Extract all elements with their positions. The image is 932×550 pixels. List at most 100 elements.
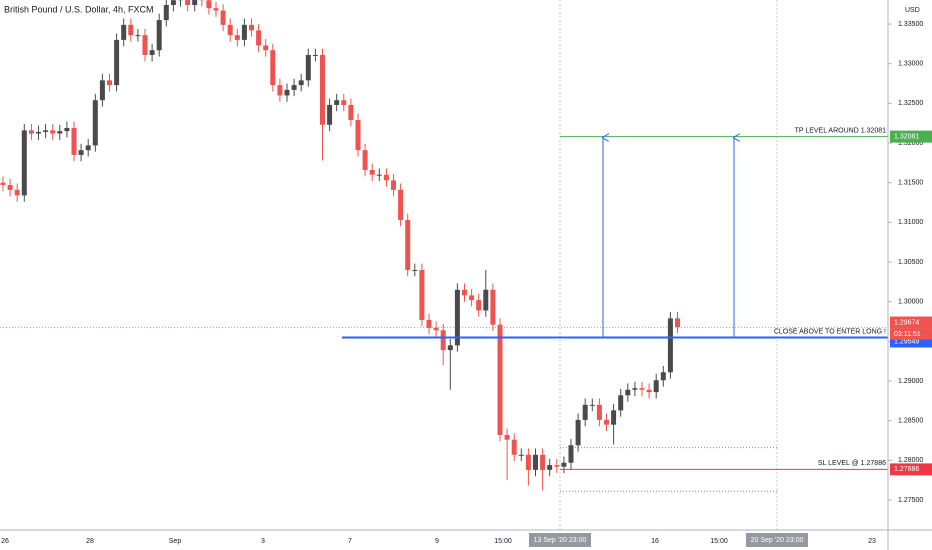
price-tag-label: 1.32081 [894,133,919,140]
candle-body [192,0,198,5]
candle-body [646,389,652,393]
candle-body [57,131,63,134]
candle-body [21,130,27,196]
candle-body [291,85,297,90]
plot-area [0,0,888,530]
candle-body [561,462,567,467]
candle-body [618,395,624,411]
candle-body [107,80,112,86]
candle-body [412,269,418,271]
x-tick-label: Sep [169,538,182,545]
price-tag-label: 1.27886 [894,466,919,473]
x-tick-label: 15:00 [494,538,512,545]
price-tag-label: 1.29549 [894,338,919,345]
candle-body [433,327,439,331]
candle-body [391,180,396,190]
candle-body [71,127,77,155]
level-label: CLOSE ABOVE TO ENTER LONG ! [774,328,886,335]
candle-body [518,454,524,456]
y-tick-label: 1.30000 [898,299,923,306]
y-tick-label: 1.33000 [898,61,923,68]
candle-body [568,445,574,463]
candle-body [667,318,673,373]
x-tick-label: 28 [86,538,94,545]
x-tick-label: 9 [435,538,439,545]
candle-body [625,389,631,396]
x-tick-label: 26 [1,538,9,545]
candle-body [490,289,496,325]
y-tick-label: 1.32500 [898,100,923,107]
candle-body [320,54,325,125]
candle-body [270,50,276,86]
candle-body [405,219,411,270]
y-tick-label: 1.29000 [898,378,923,385]
level-label: TP LEVEL AROUND 1.32081 [795,127,887,134]
x-tick-label: 15:00 [710,538,728,545]
candle-body [156,20,162,51]
candle-body [589,404,595,406]
candle-body [398,189,404,220]
candle-body [675,318,680,328]
candle-body [355,120,361,151]
candle-body [632,388,638,390]
candle-body [525,454,531,470]
candle-body [483,289,489,311]
y-tick-label: 1.33500 [898,21,923,28]
chart-title: British Pound / U.S. Dollar, 4h, FXCM [4,4,154,14]
countdown-box [890,328,932,340]
candle-body [454,289,460,346]
candle-body [163,4,169,21]
candle-body [462,289,467,296]
candle-body [92,100,98,146]
candle-body [653,380,659,393]
candle-body [249,24,254,31]
price-tag [890,130,932,143]
candle-body [348,104,354,121]
candle-body [227,24,233,36]
time-marker-box [746,533,808,547]
x-tick-label: 3 [261,538,265,545]
y-tick-label: 1.30500 [898,259,923,266]
candle-body [298,80,304,86]
candle-body [554,465,560,467]
candle-body [440,330,446,351]
candle-body [277,85,283,96]
candle-body [419,269,425,320]
countdown: 03:11:51 [894,331,921,338]
candle-body [582,404,588,420]
candle-body [185,0,191,5]
candle-body [85,145,91,151]
candle-body [305,54,311,81]
candle-body [312,54,318,56]
candle-body [28,130,34,134]
candle-body [135,35,141,37]
candle-body [241,24,247,40]
candle-body [383,174,389,181]
candle-body [469,295,475,301]
candle-body [36,131,41,134]
candle-body [660,372,666,381]
candle-body [114,39,120,86]
candle-body [604,419,609,425]
candle-body [0,182,6,186]
candle-body [596,404,602,420]
time-marker-label: 20 Sep '20 23:00 [751,537,804,544]
candle-body [234,35,240,40]
y-tick-label: 1.28500 [898,418,923,425]
candle-body [206,0,212,9]
candle-body [476,300,482,311]
candle-body [575,419,581,446]
candle-body [497,324,503,435]
candle-body [511,439,517,455]
time-marker-box [529,533,591,547]
candle-body [639,388,645,390]
candle-body [128,24,134,36]
price-tag [890,316,932,329]
candle-body [14,189,20,196]
candle-body [263,45,269,51]
candle-body [426,319,432,328]
x-tick-label: 7 [348,538,352,545]
candle-body [533,454,538,470]
